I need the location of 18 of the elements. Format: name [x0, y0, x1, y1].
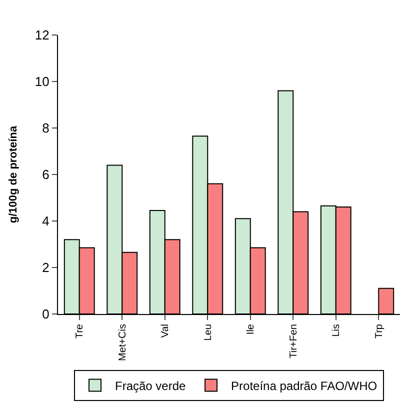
legend-label: Proteína padrão FAO/WHO	[231, 378, 378, 393]
y-axis-title: g/100g de proteína	[8, 125, 20, 224]
y-tick-label: 10	[34, 74, 50, 90]
x-tick-label: Val	[160, 324, 172, 338]
x-tick-label: Tre	[74, 324, 86, 339]
y-tick-label: 2	[42, 260, 50, 276]
y-tick-label: 6	[42, 167, 50, 182]
x-tick-label: Ile	[246, 324, 257, 335]
y-tick-label: 4	[42, 214, 50, 229]
y-tick-label: 0	[42, 306, 50, 322]
x-tick-label: Tir+Fen	[288, 324, 300, 358]
x-tick-label: Met+Cis	[117, 324, 128, 361]
x-tick-label: Lis	[331, 324, 342, 337]
x-tick-label: Leu	[202, 324, 214, 341]
y-tick-label: 8	[42, 120, 50, 136]
y-tick-label: 12	[34, 28, 50, 43]
legend-label: Fração verde	[115, 378, 186, 393]
x-tick-label: Trp	[374, 324, 385, 339]
